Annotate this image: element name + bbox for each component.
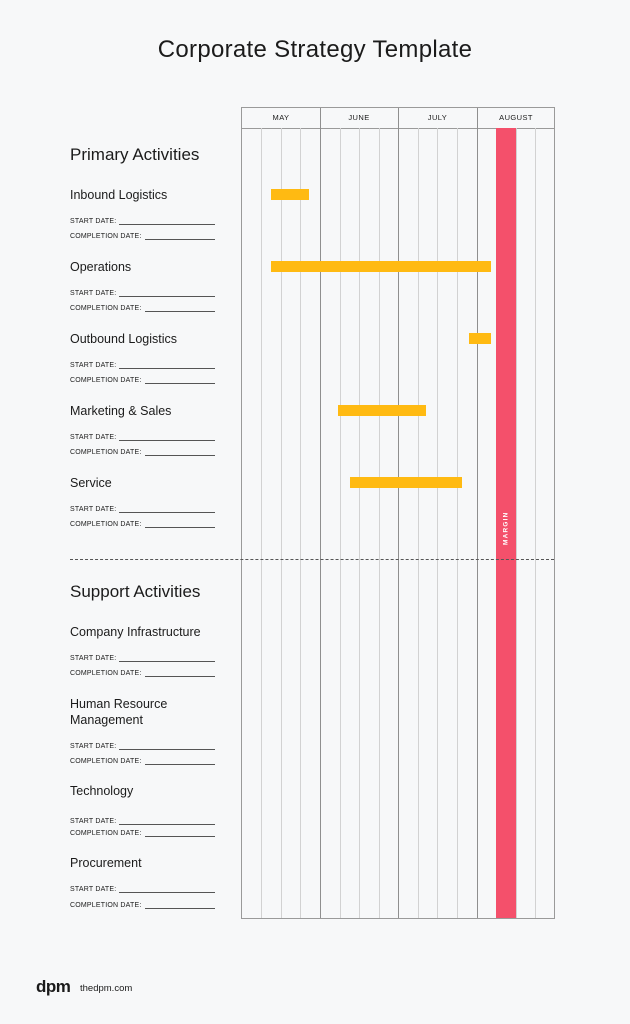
- month-label-june: JUNE: [348, 113, 370, 122]
- month-separator: [320, 108, 321, 918]
- completion-date-label: COMPLETION DATE:: [70, 830, 142, 837]
- completion-date-label: COMPLETION DATE:: [70, 521, 142, 528]
- month-separator: [398, 108, 399, 918]
- page-title: Corporate Strategy Template: [157, 36, 473, 63]
- start-date-line: [119, 360, 215, 369]
- dpm-logo: dpm: [36, 977, 71, 996]
- month-label-july: JULY: [427, 113, 448, 122]
- week-gridline: [281, 128, 282, 918]
- week-gridline: [516, 128, 517, 918]
- completion-date-line: [144, 447, 215, 456]
- start-date-field[interactable]: START DATE:: [70, 813, 215, 825]
- gantt-bar-outbound-logistics: [469, 333, 491, 344]
- support-activities-heading: Support Activities: [70, 582, 201, 601]
- completion-date-line: [144, 900, 215, 909]
- activity-human-resource-management: Human Resource Management: [70, 697, 168, 727]
- week-gridline: [261, 128, 262, 918]
- start-date-label: START DATE:: [70, 218, 117, 225]
- completion-date-line: [144, 668, 215, 677]
- completion-date-line: [144, 519, 215, 528]
- primary-activities-heading: Primary Activities: [70, 145, 200, 164]
- week-gridline: [340, 128, 341, 918]
- completion-date-label: COMPLETION DATE:: [70, 377, 142, 384]
- start-date-line: [119, 504, 215, 513]
- gantt-bar-inbound-logistics: [271, 189, 309, 200]
- start-date-label: START DATE:: [70, 743, 117, 750]
- site-link[interactable]: thedpm.com: [80, 983, 133, 994]
- gantt-bar-operations: [271, 261, 491, 272]
- month-label-august: AUGUST: [499, 113, 533, 122]
- activity-operations: Operations: [70, 260, 132, 274]
- start-date-label: START DATE:: [70, 886, 117, 893]
- week-gridline: [379, 128, 380, 918]
- completion-date-line: [144, 231, 215, 240]
- week-gridline: [418, 128, 419, 918]
- start-date-field[interactable]: START DATE:: [70, 738, 215, 750]
- start-date-line: [119, 288, 215, 297]
- completion-date-label: COMPLETION DATE:: [70, 305, 142, 312]
- completion-date-field[interactable]: COMPLETION DATE:: [70, 300, 215, 312]
- completion-date-label: COMPLETION DATE:: [70, 902, 142, 909]
- start-date-label: START DATE:: [70, 506, 117, 513]
- start-date-label: START DATE:: [70, 362, 117, 369]
- start-date-label: START DATE:: [70, 655, 117, 662]
- start-date-line: [119, 653, 215, 662]
- start-date-label: START DATE:: [70, 818, 117, 825]
- start-date-line: [119, 741, 215, 750]
- start-date-label: START DATE:: [70, 434, 117, 441]
- completion-date-field[interactable]: COMPLETION DATE:: [70, 665, 215, 677]
- completion-date-field[interactable]: COMPLETION DATE:: [70, 516, 215, 528]
- start-date-line: [119, 816, 215, 825]
- week-gridline: [300, 128, 301, 918]
- completion-date-line: [144, 828, 215, 837]
- completion-date-field[interactable]: COMPLETION DATE:: [70, 753, 215, 765]
- start-date-line: [119, 884, 215, 893]
- completion-date-field[interactable]: COMPLETION DATE:: [70, 444, 215, 456]
- activity-marketing-sales: Marketing & Sales: [70, 404, 172, 418]
- activity-inbound-logistics: Inbound Logistics: [70, 188, 168, 202]
- start-date-field[interactable]: START DATE:: [70, 285, 215, 297]
- completion-date-field[interactable]: COMPLETION DATE:: [70, 372, 215, 384]
- week-gridline: [457, 128, 458, 918]
- start-date-field[interactable]: START DATE:: [70, 881, 215, 893]
- activity-company-infrastructure: Company Infrastructure: [70, 625, 201, 639]
- start-date-label: START DATE:: [70, 290, 117, 297]
- completion-date-label: COMPLETION DATE:: [70, 758, 142, 765]
- completion-date-field[interactable]: COMPLETION DATE:: [70, 825, 215, 837]
- gantt-bar-marketing-sales: [338, 405, 427, 416]
- start-date-field[interactable]: START DATE:: [70, 501, 215, 513]
- start-date-field[interactable]: START DATE:: [70, 357, 215, 369]
- start-date-field[interactable]: START DATE:: [70, 213, 215, 225]
- completion-date-line: [144, 375, 215, 384]
- completion-date-label: COMPLETION DATE:: [70, 233, 142, 240]
- gantt-chart: MAY JUNE JULY AUGUST MARGIN: [241, 107, 555, 919]
- completion-date-field[interactable]: COMPLETION DATE:: [70, 897, 215, 909]
- activity-outbound-logistics: Outbound Logistics: [70, 332, 178, 346]
- completion-date-line: [144, 756, 215, 765]
- month-label-may: MAY: [272, 113, 290, 122]
- activity-procurement: Procurement: [70, 856, 142, 870]
- margin-label: MARGIN: [502, 511, 510, 545]
- start-date-line: [119, 216, 215, 225]
- start-date-line: [119, 432, 215, 441]
- start-date-field[interactable]: START DATE:: [70, 429, 215, 441]
- section-divider: [70, 559, 554, 560]
- start-date-field[interactable]: START DATE:: [70, 650, 215, 662]
- gantt-bar-service: [349, 477, 462, 488]
- completion-date-line: [144, 303, 215, 312]
- week-gridline: [437, 128, 438, 918]
- activity-technology: Technology: [70, 784, 134, 798]
- completion-date-label: COMPLETION DATE:: [70, 670, 142, 677]
- activity-service: Service: [70, 476, 112, 490]
- month-separator: [477, 108, 478, 918]
- completion-date-field[interactable]: COMPLETION DATE:: [70, 228, 215, 240]
- week-gridline: [535, 128, 536, 918]
- completion-date-label: COMPLETION DATE:: [70, 449, 142, 456]
- margin-band: [496, 128, 516, 918]
- week-gridline: [359, 128, 360, 918]
